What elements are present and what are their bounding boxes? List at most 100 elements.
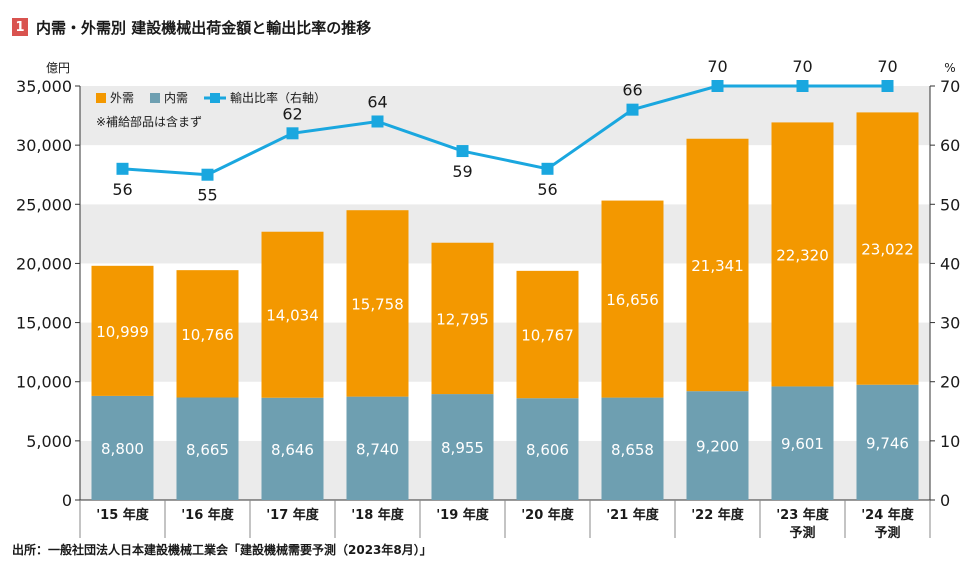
bar-domestic <box>686 391 749 500</box>
bar-foreign-label: 22,320 <box>776 246 829 264</box>
x-tick-label: '17 年度 <box>266 507 320 523</box>
right-tick-label: 70 <box>940 77 960 96</box>
right-tick-label: 60 <box>940 136 960 155</box>
x-tick-label: '23 年度 <box>776 507 830 523</box>
right-tick-label: 30 <box>940 314 960 333</box>
bar-domestic-label: 8,606 <box>526 441 569 459</box>
export-ratio-label: 70 <box>792 57 812 76</box>
export-ratio-label: 70 <box>877 57 897 76</box>
export-ratio-label: 56 <box>537 180 557 199</box>
legend-label: 輸出比率（右軸） <box>230 90 326 105</box>
bar-foreign <box>261 231 324 398</box>
export-ratio-point <box>116 162 129 175</box>
bar-domestic <box>261 397 324 500</box>
bar-domestic <box>516 398 579 500</box>
x-tick-label: '24 年度 <box>861 507 915 523</box>
right-tick-label: 40 <box>940 254 960 273</box>
x-tick-label: 予測 <box>789 525 815 541</box>
export-ratio-label: 62 <box>282 104 302 123</box>
left-tick-label: 35,000 <box>16 77 72 96</box>
bar-foreign-label: 10,767 <box>521 327 574 345</box>
bar-domestic <box>601 397 664 500</box>
export-ratio-point <box>626 103 639 116</box>
export-ratio-point <box>201 168 214 181</box>
export-ratio-point <box>796 80 809 92</box>
left-tick-label: 0 <box>62 491 72 510</box>
export-ratio-label: 55 <box>197 186 217 205</box>
x-tick-label: '15 年度 <box>96 507 150 523</box>
bar-domestic-label: 9,601 <box>781 435 824 453</box>
bar-domestic <box>176 397 239 500</box>
legend-swatch <box>150 93 160 103</box>
bar-domestic-label: 8,800 <box>101 440 144 458</box>
export-ratio-line <box>122 84 888 177</box>
legend-label: 内需 <box>164 91 188 105</box>
export-ratio-label: 59 <box>452 162 472 181</box>
right-tick-label: 20 <box>940 373 960 392</box>
bar-foreign <box>516 270 579 399</box>
x-tick-label: '19 年度 <box>436 507 490 523</box>
x-tick-label: '21 年度 <box>606 507 660 523</box>
export-ratio-point <box>541 162 554 175</box>
bar-domestic-label: 8,665 <box>186 441 229 459</box>
left-tick-label: 30,000 <box>16 136 72 155</box>
bar-foreign <box>176 270 239 398</box>
bar-domestic-label: 8,740 <box>356 440 399 458</box>
bar-domestic-label: 9,746 <box>866 434 909 452</box>
bar-domestic <box>771 386 834 500</box>
bar-domestic <box>91 395 154 500</box>
right-tick-label: 50 <box>940 195 960 214</box>
bar-foreign <box>346 210 409 397</box>
export-ratio-point <box>286 127 299 140</box>
source-note: 出所：一般社団法人日本建設機械工業会「建設機械需要予測（2023年8月）」 <box>12 543 432 557</box>
x-tick-label: 予測 <box>874 525 900 541</box>
bar-domestic <box>856 384 919 500</box>
export-ratio-label: 64 <box>367 92 387 111</box>
export-ratio-point <box>881 80 894 92</box>
bar-foreign <box>431 242 494 395</box>
bar-foreign-label: 10,766 <box>181 326 234 344</box>
x-tick-label: '22 年度 <box>691 507 745 523</box>
legend-note: ※補給部品は含まず <box>96 114 202 129</box>
figure-title: 内需・外需別 建設機械出荷金額と輸出比率の推移 <box>36 18 372 37</box>
bar-domestic <box>431 394 494 500</box>
export-ratio-label: 70 <box>707 57 727 76</box>
bar-foreign-label: 12,795 <box>436 310 489 328</box>
export-ratio-label: 66 <box>622 81 642 100</box>
export-ratio-point <box>371 115 384 128</box>
bar-domestic <box>346 396 409 500</box>
bar-domestic-label: 8,646 <box>271 441 314 459</box>
bar-domestic-label: 9,200 <box>696 438 739 456</box>
bar-foreign-label: 21,341 <box>691 257 744 275</box>
legend-line-marker <box>210 93 220 103</box>
left-tick-label: 10,000 <box>16 373 72 392</box>
right-axis-unit: % <box>944 61 955 75</box>
left-tick-label: 5,000 <box>26 432 72 451</box>
bar-foreign <box>686 138 749 392</box>
bar-domestic-label: 8,955 <box>441 439 484 457</box>
export-ratio-point <box>456 145 469 158</box>
bar-foreign <box>856 112 919 385</box>
legend-label: 外需 <box>110 91 134 105</box>
left-tick-label: 20,000 <box>16 254 72 273</box>
export-ratio-point <box>711 80 724 92</box>
left-axis-unit: 億円 <box>46 61 70 75</box>
right-tick-label: 10 <box>940 432 960 451</box>
bar-foreign-label: 16,656 <box>606 291 659 309</box>
bar-foreign <box>91 265 154 396</box>
left-tick-label: 25,000 <box>16 195 72 214</box>
bar-foreign <box>771 122 834 387</box>
bar-foreign-label: 10,999 <box>96 323 149 341</box>
legend-swatch <box>96 93 106 103</box>
export-ratio-label: 56 <box>112 180 132 199</box>
x-tick-label: '18 年度 <box>351 507 405 523</box>
bar-domestic-label: 8,658 <box>611 441 654 459</box>
x-tick-label: '20 年度 <box>521 507 575 523</box>
left-tick-label: 15,000 <box>16 314 72 333</box>
bar-foreign-label: 14,034 <box>266 307 319 325</box>
x-tick-label: '16 年度 <box>181 507 235 523</box>
bar-foreign-label: 23,022 <box>861 241 914 259</box>
bar-foreign-label: 15,758 <box>351 295 404 313</box>
bar-foreign <box>601 200 664 398</box>
figure-title-bar: 1 内需・外需別 建設機械出荷金額と輸出比率の推移 <box>12 14 371 40</box>
